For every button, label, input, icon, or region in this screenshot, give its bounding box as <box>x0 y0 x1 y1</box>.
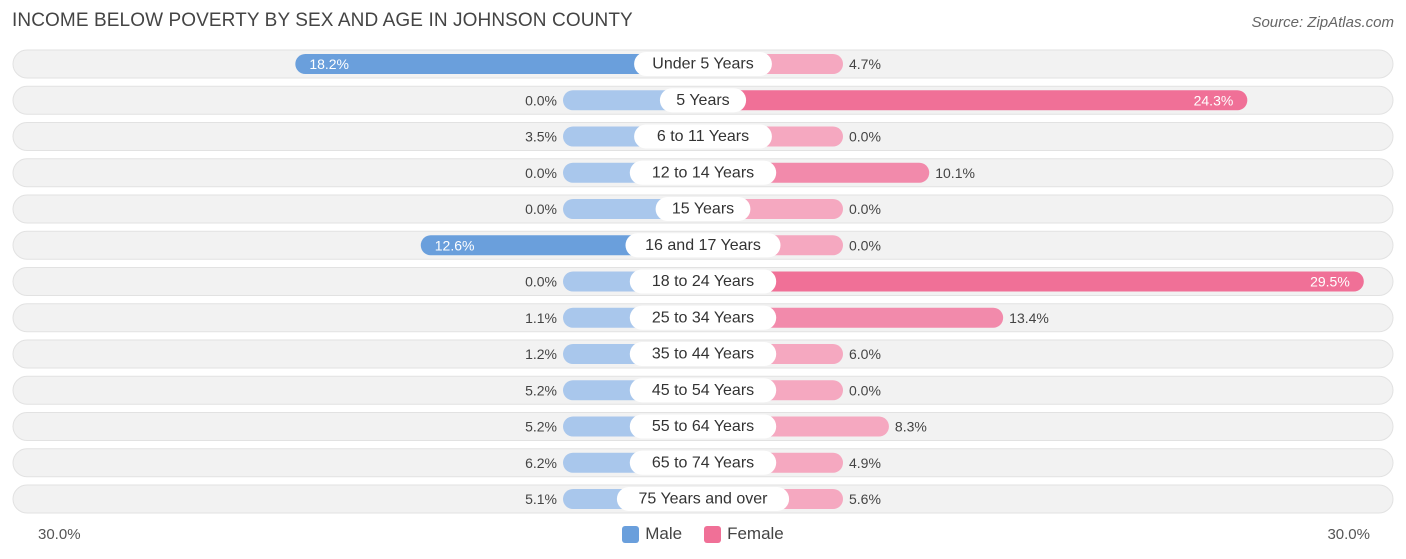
axis-left-label: 30.0% <box>38 526 81 543</box>
value-label-male: 0.0% <box>525 165 557 181</box>
category-pill <box>634 124 772 149</box>
value-label-male: 0.0% <box>525 92 557 108</box>
value-label-female: 0.0% <box>849 201 881 217</box>
category-pill <box>629 160 777 185</box>
value-label-female: 0.0% <box>849 382 881 398</box>
category-pill <box>659 88 747 113</box>
legend-item-female[interactable]: Female <box>704 524 784 544</box>
value-label-male: 0.0% <box>525 201 557 217</box>
category-label: 55 to 64 Years <box>652 418 754 435</box>
category-label: 15 Years <box>672 201 734 218</box>
category-pill <box>629 378 777 403</box>
value-label-male: 5.1% <box>525 491 557 507</box>
value-label-female: 4.7% <box>849 56 881 72</box>
value-label-female: 5.6% <box>849 491 881 507</box>
legend-label-female: Female <box>727 524 784 543</box>
category-label: 12 to 14 Years <box>652 164 754 181</box>
legend-item-male[interactable]: Male <box>622 524 682 544</box>
source-credit: Source: ZipAtlas.com <box>1251 14 1394 31</box>
value-label-male: 1.2% <box>525 346 557 362</box>
legend: Male Female <box>0 524 1406 544</box>
legend-label-male: Male <box>645 524 683 543</box>
category-label: 18 to 24 Years <box>652 273 754 290</box>
value-label-male: 1.1% <box>525 310 557 326</box>
value-label-male: 0.0% <box>525 274 557 290</box>
category-pill <box>655 197 751 221</box>
bar-female[interactable] <box>703 307 1004 328</box>
value-label-female: 6.0% <box>849 346 881 362</box>
value-label-female: 8.3% <box>895 419 927 435</box>
category-label: 5 Years <box>676 92 729 109</box>
value-label-female: 24.3% <box>1194 92 1234 108</box>
category-label: 65 to 74 Years <box>652 454 754 471</box>
value-label-female: 29.5% <box>1310 274 1350 290</box>
chart-area: 18.2% 4.7% Under 5 Years 0.0% 24.3% 5 Years 3.… <box>12 49 1394 514</box>
value-label-male: 3.5% <box>525 129 557 145</box>
category-label: 45 to 54 Years <box>652 382 754 399</box>
category-label: 25 to 34 Years <box>652 309 754 326</box>
category-label: 75 Years and over <box>639 491 769 508</box>
category-pill <box>629 342 777 366</box>
category-pill <box>616 487 790 511</box>
chart-title: INCOME BELOW POVERTY BY SEX AND AGE IN J… <box>12 10 633 31</box>
category-pill <box>629 450 777 475</box>
category-pill <box>625 233 781 258</box>
value-label-male: 5.2% <box>525 382 557 398</box>
bar-female[interactable] <box>703 271 1364 292</box>
category-label: 6 to 11 Years <box>657 128 749 145</box>
value-label-female: 0.0% <box>849 237 881 253</box>
category-pill <box>629 305 777 330</box>
value-label-male: 6.2% <box>525 455 557 471</box>
category-label: 16 and 17 Years <box>645 237 761 254</box>
value-label-male: 5.2% <box>525 419 557 435</box>
axis-right-label: 30.0% <box>1327 526 1370 543</box>
value-label-female: 0.0% <box>849 129 881 145</box>
category-label: 35 to 44 Years <box>652 346 754 363</box>
bar-male[interactable] <box>295 54 703 74</box>
value-label-female: 4.9% <box>849 455 881 471</box>
category-pill <box>629 414 777 439</box>
value-label-male: 18.2% <box>309 56 349 72</box>
legend-swatch-female <box>704 525 722 543</box>
category-label: Under 5 Years <box>652 56 753 73</box>
value-label-female: 13.4% <box>1009 310 1049 326</box>
category-pill <box>629 269 777 294</box>
bar-female[interactable] <box>703 90 1248 111</box>
category-pill <box>634 52 772 76</box>
value-label-male: 12.6% <box>435 237 475 253</box>
legend-swatch-male <box>622 525 640 543</box>
value-label-female: 10.1% <box>935 165 975 181</box>
